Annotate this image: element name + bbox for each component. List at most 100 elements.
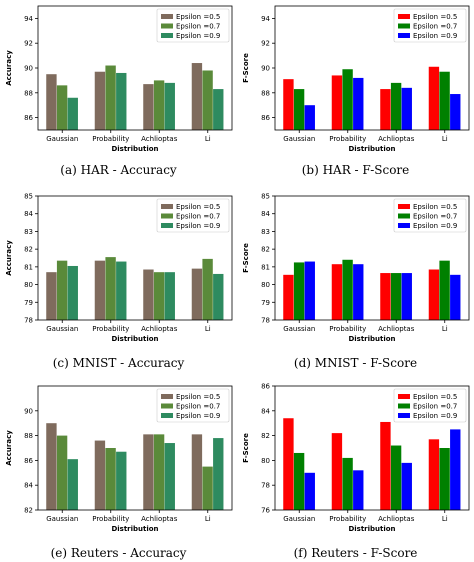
chart-svg: 82 84 86 88 90 Gaussian Probability Achlioptas L… — [5, 385, 233, 533]
legend-box — [156, 8, 230, 43]
legend-label: Epsilon =0.9 — [176, 222, 220, 230]
chart-svg: 86 88 90 92 94 Gaussian Probability Achlioptas L… — [242, 5, 470, 153]
legend-swatch — [398, 33, 410, 38]
y-axis-title: F-Score — [242, 53, 250, 83]
y-tick-label: 88 — [24, 432, 33, 440]
legend-label: Epsilon =0.7 — [176, 403, 220, 411]
x-tick-label: Probability — [329, 135, 366, 143]
chart-mnist-accuracy: 78 79 80 81 82 83 84 85 Gaussian Probability Achli… — [0, 190, 237, 350]
x-tick-label: Gaussian — [46, 135, 78, 143]
y-tick-label: 84 — [24, 210, 33, 218]
chart-mnist-fscore: 78 79 80 81 82 83 84 85 Gaussian Probability Achli… — [237, 190, 474, 350]
legend-label: Epsilon =0.5 — [176, 13, 220, 21]
bar — [450, 429, 461, 510]
y-tick-label: 83 — [24, 228, 33, 236]
y-tick-label: 86 — [261, 114, 270, 122]
y-tick-label: 86 — [261, 383, 270, 391]
x-tick-label: Probability — [329, 515, 366, 523]
bar — [283, 274, 294, 320]
plot-frame — [274, 5, 470, 131]
y-tick-label: 85 — [261, 193, 270, 201]
chart-svg: 76 78 80 82 84 86 Gaussian Probability Achliopta… — [242, 383, 470, 533]
y-axis-title: Accuracy — [5, 430, 13, 466]
bar — [428, 439, 440, 510]
bar — [439, 448, 450, 510]
legend-label: Epsilon =0.7 — [413, 403, 457, 411]
legend-label: Epsilon =0.5 — [176, 393, 220, 401]
bar — [439, 71, 450, 130]
y-tick-label: 92 — [261, 40, 270, 48]
bar — [353, 77, 364, 130]
bar — [46, 74, 57, 130]
bar — [390, 82, 402, 130]
bar — [401, 462, 412, 510]
y-tick-label: 82 — [24, 246, 33, 254]
bar — [293, 262, 305, 320]
bar — [380, 273, 391, 320]
y-tick-label: 82 — [261, 432, 270, 440]
y-axis-title: Accuracy — [5, 240, 13, 276]
y-tick-label: 81 — [261, 263, 270, 271]
legend-label: Epsilon =0.5 — [413, 203, 457, 211]
legend-label: Epsilon =0.7 — [176, 213, 220, 221]
y-tick-label: 79 — [24, 299, 33, 307]
y-axis-title: F-Score — [242, 243, 250, 273]
chart-svg: 78 79 80 81 82 83 84 85 Gaussian Probability Achli… — [242, 193, 470, 343]
bar — [116, 451, 127, 510]
bar — [331, 264, 343, 320]
x-tick-label: Gaussian — [46, 325, 78, 333]
y-tick-label: 88 — [261, 89, 270, 97]
x-tick-label: Gaussian — [283, 515, 315, 523]
y-tick-label: 90 — [261, 65, 270, 73]
bar — [353, 470, 364, 510]
x-axis-title: Distribution — [111, 525, 158, 533]
bar — [164, 272, 175, 320]
bar — [380, 421, 391, 510]
legend-label: Epsilon =0.9 — [413, 222, 457, 230]
y-tick-label: 85 — [24, 193, 33, 201]
y-tick-label: 78 — [261, 482, 270, 490]
bar — [105, 448, 116, 510]
y-tick-label: 80 — [24, 281, 33, 289]
x-tick-label: Li — [205, 515, 211, 523]
legend-swatch — [161, 213, 173, 219]
y-tick-label: 84 — [261, 407, 270, 415]
chart-caption: (b) HAR - F-Score — [301, 163, 410, 177]
x-tick-label: Gaussian — [46, 515, 78, 523]
bar — [428, 66, 440, 130]
chart-caption: (c) MNIST - Accuracy — [52, 356, 185, 370]
y-tick-label: 80 — [261, 281, 270, 289]
legend-swatch — [398, 213, 410, 219]
legend-swatch — [161, 413, 173, 418]
x-axis-title: Distribution — [111, 335, 158, 343]
x-tick-label: Li — [205, 325, 211, 333]
plot-frame — [274, 385, 470, 511]
bar — [213, 438, 224, 510]
bar — [342, 69, 353, 130]
bar — [380, 89, 391, 130]
chart-svg: 78 79 80 81 82 83 84 85 Gaussian Probability Achli… — [5, 193, 233, 343]
legend-swatch — [398, 394, 410, 399]
x-tick-label: Probability — [92, 135, 129, 143]
legend-swatch — [398, 14, 410, 19]
legend-label: Epsilon =0.5 — [413, 393, 457, 401]
bar — [143, 84, 154, 130]
legend-label: Epsilon =0.9 — [413, 32, 457, 40]
y-axis-title: Accuracy — [5, 50, 13, 86]
bar — [401, 273, 412, 320]
bar — [105, 257, 116, 320]
bar — [143, 434, 154, 510]
bar — [153, 434, 165, 510]
y-tick-label: 86 — [24, 457, 33, 465]
x-axis-title: Distribution — [348, 335, 395, 343]
legend-swatch — [398, 403, 410, 409]
x-tick-label: Probability — [92, 325, 129, 333]
plot-frame — [37, 385, 233, 511]
chart-caption: (f) Reuters - F-Score — [293, 546, 418, 560]
bar — [450, 274, 461, 320]
x-tick-label: Li — [205, 135, 211, 143]
plot-frame — [37, 195, 233, 321]
bar — [342, 457, 353, 510]
bar — [293, 452, 305, 510]
legend-label: Epsilon =0.5 — [413, 13, 457, 21]
